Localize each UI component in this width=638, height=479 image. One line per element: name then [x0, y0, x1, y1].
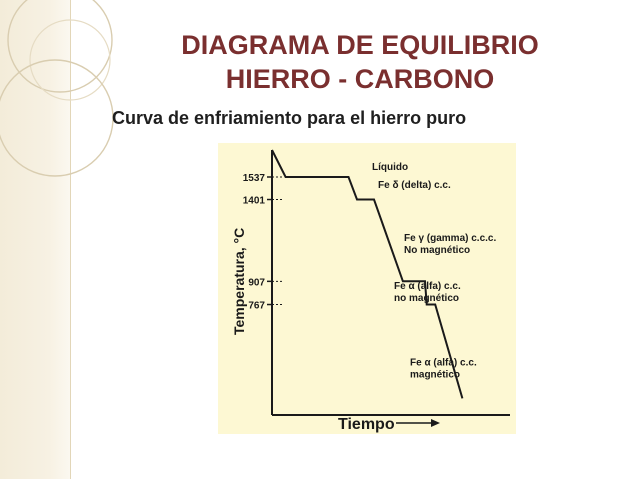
y-axis-label: Temperatura, °C — [231, 228, 247, 335]
y-tick-label: 767 — [248, 301, 265, 312]
cooling-curve-chart: 1537 1401 907 767 Líquido Fe δ (delta) c.c. F… — [218, 143, 516, 434]
y-tick-label: 1537 — [243, 173, 266, 184]
phase-annotation: Fe α (alfa) c.c. — [410, 357, 477, 368]
phase-annotation: Fe δ (delta) c.c. — [378, 180, 451, 191]
phase-annotation: Fe γ (gamma) c.c.c. — [404, 233, 496, 244]
cooling-curve-line — [271, 149, 464, 399]
phase-annotation: Fe α (alfa) c.c. — [394, 281, 461, 292]
title-line-2: HIERRO - CARBONO — [225, 64, 495, 94]
slide-title: DIAGRAMA DE EQUILIBRIO HIERRO - CARBONO — [120, 28, 600, 96]
phase-annotation: No magnético — [404, 245, 470, 256]
x-axis-arrow — [396, 419, 440, 427]
phase-annotation: no magnético — [394, 293, 459, 304]
phase-annotation: magnético — [410, 369, 460, 380]
phase-annotation: Líquido — [372, 162, 408, 173]
y-tick-label: 907 — [248, 277, 265, 288]
y-tick-label: 1401 — [243, 196, 266, 207]
x-axis-label: Tiempo — [338, 416, 395, 433]
title-line-1: DIAGRAMA DE EQUILIBRIO — [181, 30, 539, 60]
chart-svg: 1537 1401 907 767 Líquido Fe δ (delta) c.c. F… — [231, 149, 510, 433]
slide-subtitle: Curva de enfriamiento para el hierro pur… — [112, 108, 467, 128]
decorative-circles — [0, 0, 114, 177]
